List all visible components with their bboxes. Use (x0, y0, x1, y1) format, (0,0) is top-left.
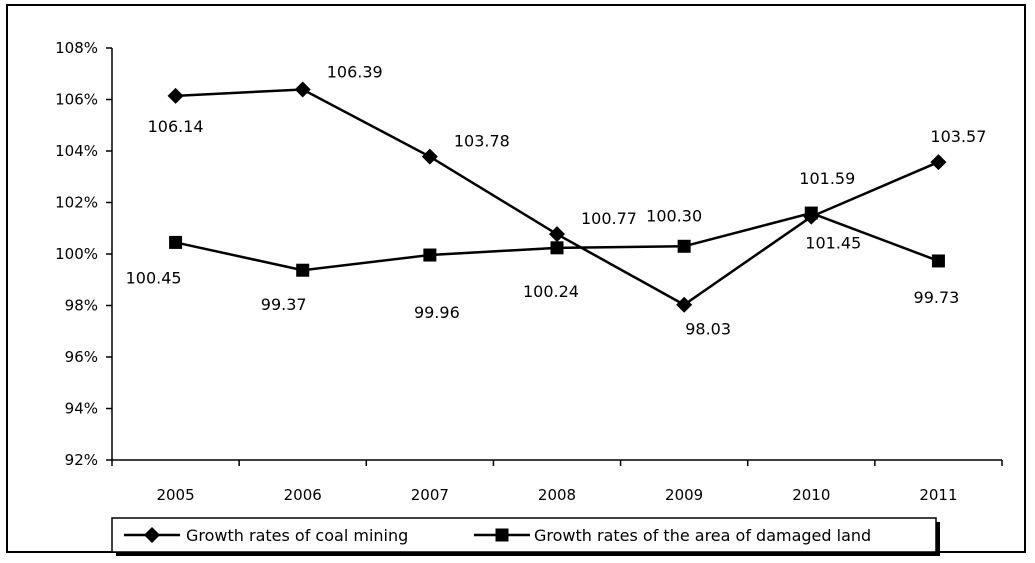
data-label: 106.39 (327, 62, 383, 81)
data-label: 99.96 (414, 303, 460, 322)
y-tick-label: 108% (55, 39, 98, 57)
diamond-marker (421, 148, 438, 165)
y-tick-label: 94% (65, 400, 98, 418)
data-label: 100.24 (523, 282, 579, 301)
x-tick-label: 2005 (156, 486, 194, 504)
x-tick-label: 2009 (665, 486, 703, 504)
diamond-marker (930, 154, 947, 171)
data-label: 98.03 (685, 320, 731, 339)
x-tick-label: 2008 (538, 486, 576, 504)
axes: 92% 94% 96% 98% 100% 102% 104% 106% 108% 2005 2006… (55, 39, 1003, 504)
square-marker (296, 263, 310, 277)
y-tick-label: 104% (55, 142, 98, 160)
square-marker (931, 254, 945, 268)
data-labels: 106.14 106.39 103.78 100.77 98.03 101.45 103.5… (126, 62, 987, 338)
diamond-marker (676, 296, 693, 313)
y-tick-label: 100% (55, 245, 98, 263)
data-label: 103.78 (454, 132, 510, 151)
data-label: 106.14 (148, 117, 204, 136)
x-tick-label: 2011 (919, 486, 957, 504)
series-layer (167, 81, 947, 313)
data-label: 100.45 (126, 268, 182, 287)
data-label: 99.73 (914, 288, 960, 307)
data-label: 103.57 (930, 127, 986, 146)
x-tick-label: 2006 (284, 486, 322, 504)
data-label: 100.30 (646, 206, 702, 225)
diamond-marker (294, 81, 311, 98)
x-tick-label: 2007 (411, 486, 449, 504)
data-label: 100.77 (581, 209, 637, 228)
square-marker (677, 239, 691, 253)
diamond-marker (549, 226, 565, 243)
diamond-marker (167, 87, 184, 104)
square-marker (423, 248, 437, 262)
square-marker (169, 235, 183, 249)
data-label: 99.37 (261, 295, 307, 314)
data-label: 101.45 (805, 234, 861, 253)
square-marker (804, 206, 818, 220)
y-tick-label: 92% (65, 451, 98, 469)
series-line-0 (175, 88, 939, 307)
legend-diamond-icon (144, 527, 160, 543)
y-tick-label: 96% (65, 348, 98, 366)
y-tick-label: 106% (55, 91, 98, 109)
legend-label-1: Growth rates of the area of damaged land (534, 526, 871, 545)
square-marker (550, 241, 564, 255)
legend: Growth rates of coal mining Growth rates … (111, 517, 940, 556)
y-tick-label: 102% (55, 194, 98, 212)
data-label: 101.59 (799, 169, 855, 188)
x-tick-label: 2010 (792, 486, 830, 504)
y-tick-label: 98% (65, 297, 98, 315)
legend-square-icon (495, 528, 509, 542)
legend-label-0: Growth rates of coal mining (186, 526, 408, 545)
